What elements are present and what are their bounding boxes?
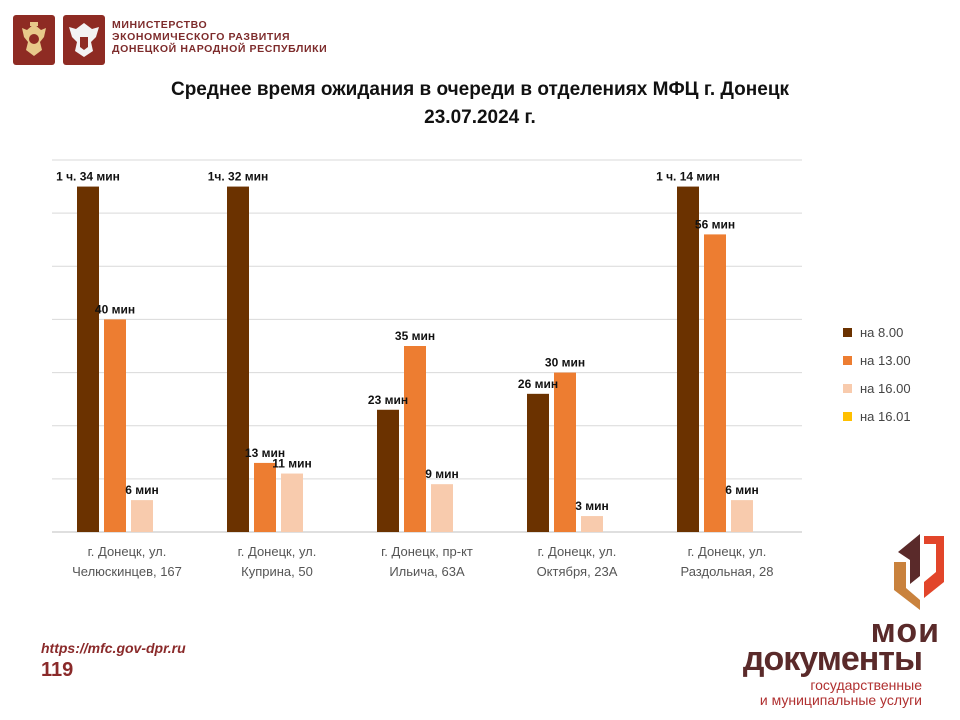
data-label: 13 мин	[245, 446, 285, 460]
data-label: 1ч. 32 мин	[208, 170, 269, 184]
category-labels: г. Донецк, ул. Челюскинцев, 167 г. Донецк,…	[72, 544, 773, 579]
data-label: 35 мин	[395, 329, 435, 343]
bar	[677, 186, 699, 533]
data-label: 3 мин	[575, 499, 609, 513]
data-label: 1 ч. 14 мин	[656, 170, 720, 184]
legend-swatch	[843, 411, 852, 421]
chart-title-line: Среднее время ожидания в очереди в отдел…	[170, 79, 790, 100]
data-label: 9 мин	[425, 467, 459, 481]
legend-label: на 16.00	[860, 380, 911, 396]
legend-swatch	[843, 327, 852, 337]
ministry-line: ДОНЕЦКОЙ НАРОДНОЙ РЕСПУБЛИКИ	[112, 43, 328, 55]
logo-tagline-line: и муниципальные услуги	[759, 692, 922, 708]
category-label: г. Донецк, ул.	[538, 544, 617, 559]
ministry-line: МИНИСТЕРСТВО	[112, 19, 208, 31]
legend-item: на 8.00	[843, 318, 911, 346]
legend-item: на 13.00	[843, 346, 911, 374]
logo-tagline-line: государственные	[810, 677, 922, 693]
bar	[731, 500, 753, 532]
category-label: г. Донецк, ул.	[688, 544, 767, 559]
data-label: 40 мин	[95, 302, 135, 316]
website-url[interactable]: https://mfc.gov-dpr.ru	[41, 640, 186, 656]
bar	[254, 462, 276, 532]
chart-subtitle-date: 23.07.2024 г.	[424, 107, 536, 128]
bar	[431, 484, 453, 532]
chart-title: Среднее время ожидания в очереди в отдел…	[0, 76, 960, 132]
logo-text-dokumenty: документы	[742, 640, 923, 678]
bar	[77, 186, 99, 533]
bar	[704, 234, 726, 532]
data-label: 23 мин	[368, 393, 408, 407]
legend-label: на 13.00	[860, 352, 911, 368]
page-number: 119	[41, 659, 74, 681]
bar	[377, 409, 399, 532]
data-label: 6 мин	[125, 483, 159, 497]
category-label: г. Донецк, пр-кт	[381, 544, 473, 559]
bar	[227, 186, 249, 533]
category-label: Куприна, 50	[241, 564, 313, 579]
logo-tagline: государственные и муниципальные услуги	[760, 678, 922, 708]
bar	[104, 319, 126, 532]
legend-item: на 16.01	[843, 402, 911, 430]
legend-label: на 8.00	[860, 324, 904, 340]
data-label: 6 мин	[725, 483, 759, 497]
category-label: г. Донецк, ул.	[238, 544, 317, 559]
legend-swatch	[843, 383, 852, 393]
bar	[281, 473, 303, 532]
data-label: 30 мин	[545, 356, 585, 370]
bar	[554, 372, 576, 532]
legend-label: на 16.01	[860, 408, 911, 424]
category-label: Октября, 23А	[537, 564, 618, 579]
legend-item: на 16.00	[843, 374, 911, 402]
category-label: Раздольная, 28	[680, 564, 773, 579]
dpr-coat-of-arms-icon	[63, 15, 105, 65]
data-label: 26 мин	[518, 377, 558, 391]
logo-text-moi: мои	[870, 612, 940, 650]
data-labels: 1 ч. 34 мин 40 мин 6 мин 1ч. 32 мин 13 мин11…	[56, 170, 759, 513]
data-label: 11 мин	[272, 457, 312, 471]
chart-legend: на 8.00 на 13.00 на 16.00 на 16.01	[843, 318, 911, 430]
bar	[527, 393, 549, 532]
ministry-line: ЭКОНОМИЧЕСКОГО РАЗВИТИЯ	[112, 31, 291, 43]
category-label: Челюскинцев, 167	[72, 564, 182, 579]
russia-coat-of-arms-icon	[13, 15, 55, 65]
data-label: 56 мин	[695, 217, 735, 231]
bars	[77, 186, 753, 533]
bar	[581, 516, 603, 532]
category-label: Ильича, 63А	[389, 564, 465, 579]
ministry-name: МИНИСТЕРСТВО ЭКОНОМИЧЕСКОГО РАЗВИТИЯ ДОН…	[112, 19, 352, 55]
legend-swatch	[843, 355, 852, 365]
bar	[404, 346, 426, 532]
bar	[131, 500, 153, 532]
moi-dokumenty-logo-icon	[894, 534, 944, 610]
data-label: 1 ч. 34 мин	[56, 170, 120, 184]
category-label: г. Донецк, ул.	[88, 544, 167, 559]
